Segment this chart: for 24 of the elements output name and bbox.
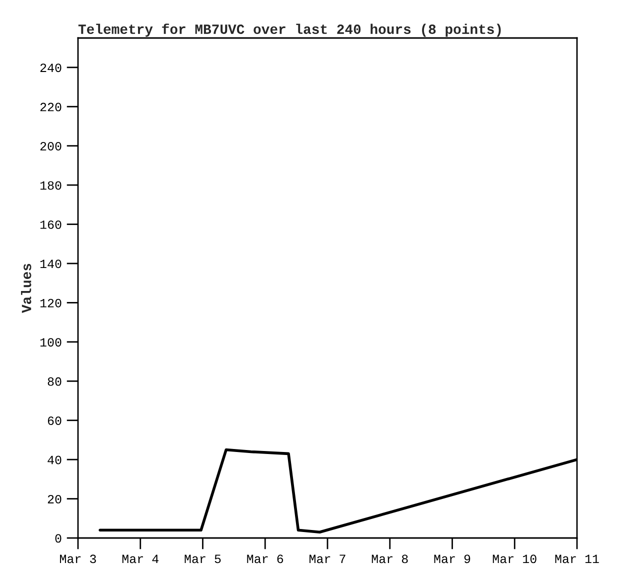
y-tick-label: 60 <box>48 416 62 426</box>
y-tick-label: 180 <box>40 181 62 190</box>
x-tick-label: Mar 7 <box>310 554 346 564</box>
y-tick-label: 100 <box>40 338 62 347</box>
y-axis-title: Values <box>21 264 32 313</box>
x-tick-label: Mar 8 <box>372 554 408 564</box>
x-tick-label: Mar 9 <box>434 554 470 564</box>
x-tick-label: Mar 4 <box>122 554 158 564</box>
x-tick-label: Mar 11 <box>555 554 599 564</box>
x-tick-label: Mar 5 <box>184 554 221 564</box>
y-tick-label: 240 <box>40 64 62 72</box>
x-tick-label: Mar 3 <box>60 554 96 564</box>
y-tick-label: 80 <box>48 377 62 386</box>
y-tick-label: 220 <box>40 102 62 112</box>
y-tick-label: 200 <box>40 142 62 150</box>
y-tick-label: 160 <box>40 220 62 229</box>
y-tick-label: 120 <box>40 298 62 308</box>
y-tick-label: 0 <box>55 534 62 543</box>
y-tick-label: 20 <box>48 494 62 504</box>
x-tick-label: Mar 6 <box>247 554 284 564</box>
y-tick-label: 40 <box>48 456 62 464</box>
x-tick-label: Mar 10 <box>492 554 536 564</box>
y-tick-label: 140 <box>40 260 62 268</box>
chart-title: Telemetry for MB7UVC over last 240 hours (8 points) <box>78 24 501 37</box>
